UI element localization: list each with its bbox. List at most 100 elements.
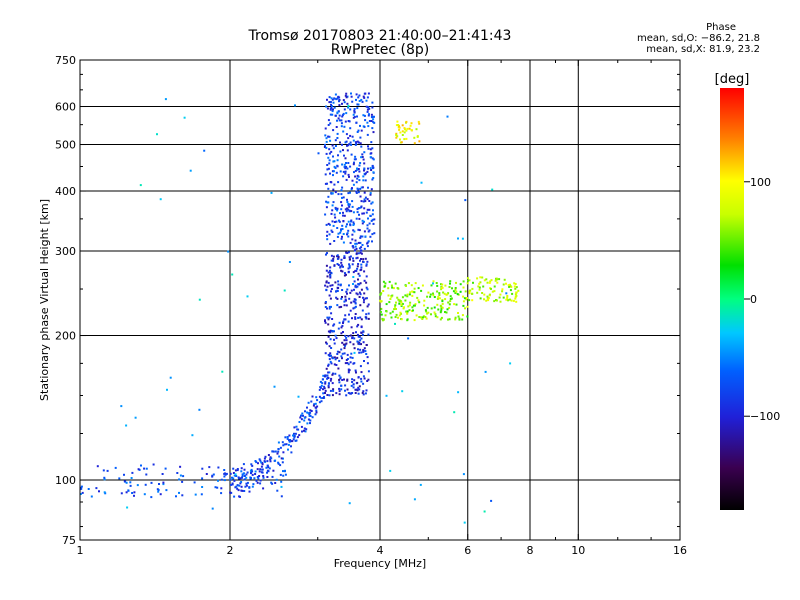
data-point: [468, 279, 471, 282]
data-point: [345, 304, 348, 307]
data-point: [304, 410, 306, 413]
data-point: [396, 296, 399, 299]
data-point: [324, 392, 326, 394]
data-point: [350, 92, 352, 95]
data-point: [314, 402, 317, 405]
data-point: [312, 404, 315, 407]
data-point: [357, 129, 360, 132]
data-point: [337, 181, 340, 184]
data-point: [333, 338, 335, 341]
data-point: [331, 330, 334, 332]
data-point: [90, 495, 93, 498]
data-point: [371, 218, 374, 221]
data-point: [362, 95, 365, 98]
data-point: [251, 485, 254, 488]
data-point: [510, 285, 513, 288]
data-point: [508, 285, 511, 288]
data-point: [368, 113, 370, 116]
data-point: [303, 427, 306, 430]
data-point: [369, 193, 372, 196]
data-point: [445, 311, 448, 314]
data-point: [471, 292, 474, 295]
data-point: [420, 289, 423, 292]
data-point: [280, 480, 283, 483]
data-point: [306, 411, 309, 414]
data-point: [351, 263, 354, 266]
data-point: [308, 413, 311, 416]
data-point: [230, 491, 233, 494]
data-point: [361, 156, 364, 158]
data-point: [315, 396, 318, 399]
data-point: [227, 250, 230, 253]
data-point: [324, 382, 327, 385]
data-point: [266, 471, 268, 474]
data-point: [208, 466, 211, 469]
data-point: [254, 470, 257, 473]
data-point: [103, 478, 106, 481]
data-point: [169, 376, 172, 379]
data-point: [309, 414, 312, 417]
data-point: [239, 477, 242, 480]
data-point: [325, 280, 328, 283]
data-point: [514, 297, 517, 300]
data-point: [324, 134, 327, 137]
data-point: [395, 308, 397, 310]
data-point: [103, 491, 106, 494]
data-point: [277, 450, 280, 453]
data-point: [347, 208, 350, 211]
data-point: [363, 96, 366, 99]
colorbar: [720, 88, 744, 510]
data-point: [337, 232, 340, 235]
data-point: [221, 370, 224, 373]
data-point: [349, 134, 352, 137]
data-point: [413, 142, 416, 145]
data-point: [350, 153, 353, 156]
data-point: [399, 311, 402, 314]
x-tick-label: 8: [527, 544, 534, 557]
data-point: [416, 296, 419, 299]
data-point: [337, 327, 340, 330]
data-point: [366, 245, 369, 248]
data-point: [266, 476, 269, 478]
data-point: [329, 122, 332, 125]
data-point: [401, 134, 404, 136]
data-point: [326, 374, 329, 377]
data-point: [334, 281, 337, 284]
data-point: [514, 295, 517, 298]
data-point: [336, 304, 339, 307]
data-point: [462, 280, 465, 283]
colorbar-ticks: −100 0 100: [744, 176, 780, 423]
data-point: [329, 329, 332, 332]
data-point: [327, 323, 330, 326]
data-point: [203, 149, 206, 152]
data-point: [491, 188, 494, 191]
data-point: [336, 353, 339, 355]
data-point: [271, 482, 274, 485]
data-point: [258, 470, 261, 473]
y-tick-label: 75: [62, 534, 76, 547]
data-point: [348, 284, 350, 287]
data-point: [356, 208, 359, 211]
data-point: [356, 168, 359, 171]
data-point: [352, 283, 354, 285]
data-point: [457, 391, 460, 394]
data-point: [165, 489, 168, 492]
data-point: [327, 124, 330, 126]
data-point: [240, 489, 243, 492]
data-point: [343, 352, 346, 355]
data-point: [327, 318, 330, 321]
data-point: [351, 317, 353, 320]
data-point: [462, 286, 465, 289]
data-point: [361, 212, 364, 215]
data-point: [367, 303, 370, 306]
data-point: [448, 306, 451, 309]
data-point: [327, 371, 330, 374]
data-point: [166, 388, 168, 391]
data-point: [367, 378, 370, 381]
data-point: [349, 165, 352, 168]
data-point: [327, 382, 330, 385]
data-point: [493, 300, 496, 303]
data-point: [347, 368, 350, 371]
data-point: [327, 330, 330, 333]
data-point: [220, 492, 223, 495]
